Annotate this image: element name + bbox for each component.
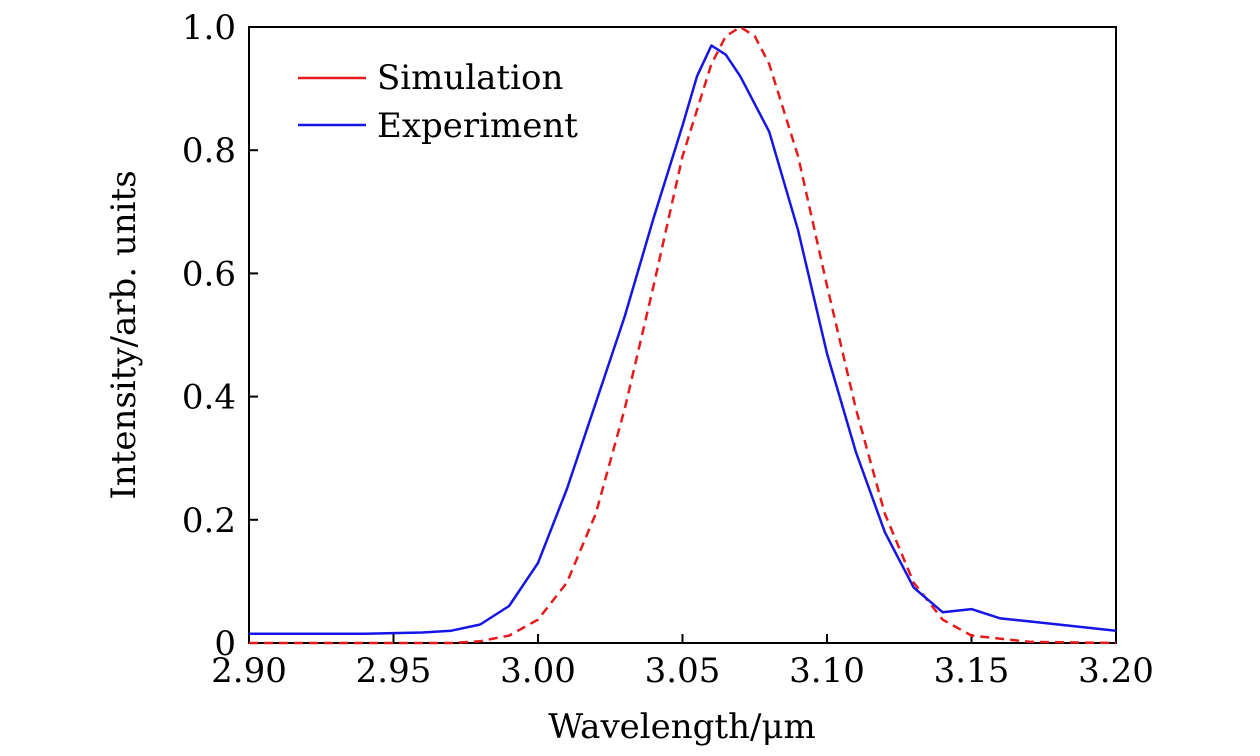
x-axis: 2.90 2.95 3.00 3.05 3.10 3.15 3.20 (211, 634, 1154, 691)
x-tick-label: 3.00 (500, 651, 576, 691)
series-layer (249, 25, 1117, 645)
x-tick-label: 2.90 (211, 651, 287, 691)
x-axis-title: Wavelength/μm (548, 707, 816, 747)
x-tick-label: 3.10 (789, 651, 865, 691)
x-tick-label: 3.15 (934, 651, 1010, 691)
series-line-simulation (249, 25, 1117, 645)
legend-label-simulation: Simulation (377, 58, 563, 98)
x-tick-label: 3.05 (645, 651, 721, 691)
x-tick-label: 3.20 (1078, 651, 1154, 691)
y-tick-label: 0.8 (182, 131, 236, 171)
y-tick-label: 0 (214, 624, 236, 664)
y-axis-title: Intensity/arb. units (104, 170, 144, 499)
y-tick-label: 0.4 (182, 378, 236, 418)
x-tick-label: 2.95 (356, 651, 432, 691)
y-tick-label: 1.0 (182, 8, 236, 48)
y-tick-label: 0.2 (182, 501, 236, 541)
y-tick-label: 0.6 (182, 254, 236, 294)
y-axis: 0 0.2 0.4 0.6 0.8 1.0 (182, 8, 258, 664)
series-line-experiment (249, 44, 1117, 636)
legend: Simulation Experiment (298, 58, 578, 146)
legend-label-experiment: Experiment (377, 106, 578, 146)
